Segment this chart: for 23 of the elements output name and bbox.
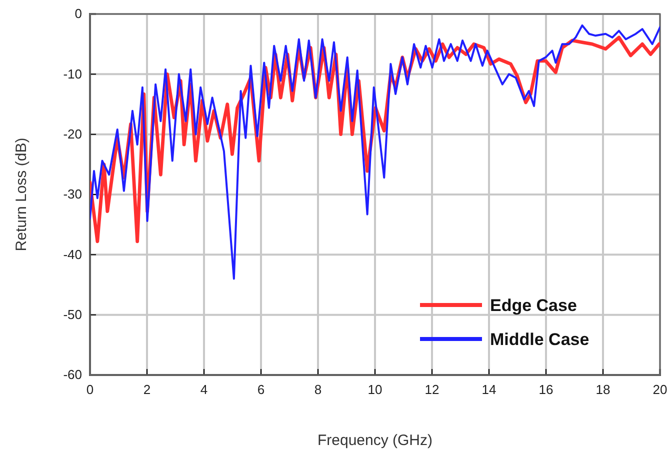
x-tick-label: 16 — [538, 382, 554, 398]
y-tick-label: -10 — [63, 66, 82, 82]
x-tick-label: 6 — [257, 382, 265, 398]
line-series — [90, 24, 660, 280]
y-tick-label: -60 — [63, 367, 82, 382]
y-tick-label: -40 — [63, 246, 82, 262]
x-tick-label: 10 — [368, 382, 382, 398]
x-tick-label: 18 — [596, 382, 610, 398]
x-axis-title: Frequency (GHz) — [317, 432, 433, 449]
x-tick-label: 8 — [314, 382, 322, 398]
y-tick-label: -30 — [63, 186, 82, 202]
y-axis-title: Return Loss (dB) — [13, 138, 30, 252]
legend-label: Middle Case — [490, 330, 590, 349]
x-tick-label: 14 — [482, 382, 496, 398]
y-tick-label: -20 — [63, 126, 82, 142]
x-tick-label: 2 — [143, 382, 151, 398]
y-tick-label: -50 — [63, 306, 82, 322]
x-tick-label: 12 — [424, 382, 440, 398]
x-tick-label: 0 — [86, 382, 94, 398]
legend-label: Edge Case — [490, 296, 577, 315]
x-tick-label: 20 — [652, 382, 668, 398]
y-tick-label: 0 — [74, 6, 82, 22]
x-tick-label: 4 — [200, 382, 208, 398]
